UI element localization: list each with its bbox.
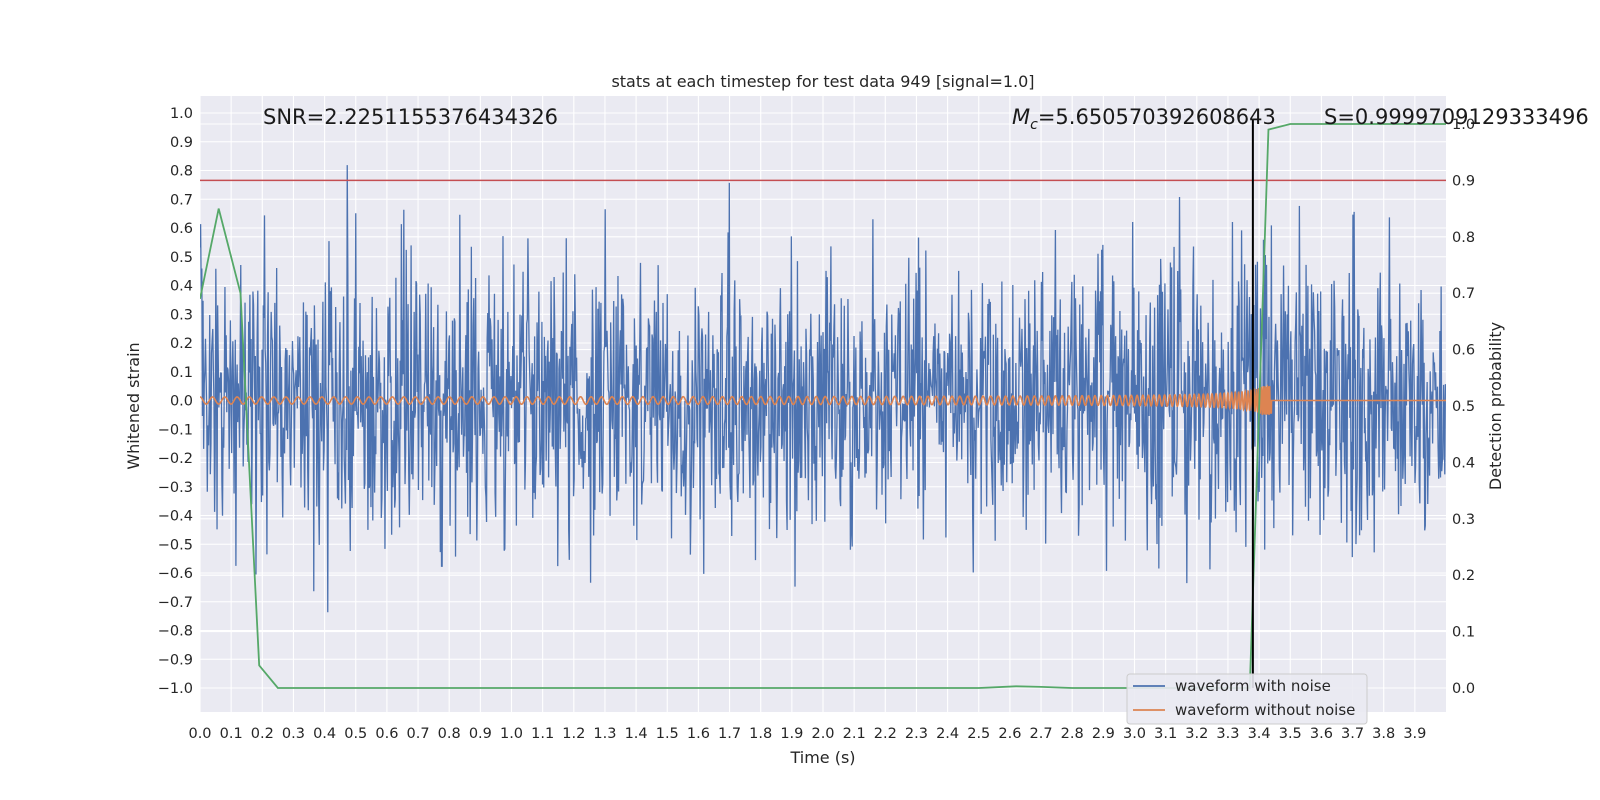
y-tick-label: −0.4 [158,509,193,525]
x-tick-label: 1.9 [780,726,803,742]
y2-tick-label: 0.4 [1452,455,1475,471]
x-tick-label: 3.0 [1123,726,1146,742]
x-tick-label: 2.1 [843,726,866,742]
y-tick-label: 0.8 [170,164,193,180]
x-tick-label: 0.0 [188,726,211,742]
x-tick-label: 1.5 [656,726,679,742]
series-noisy-waveform [200,165,1446,613]
y-tick-label: −0.2 [158,451,193,467]
y-tick-label: −0.3 [158,480,193,496]
x-tick-label: 2.4 [936,726,959,742]
x-tick-label: 1.1 [531,726,554,742]
x-tick-label: 2.7 [1030,726,1053,742]
y-tick-label: 0.5 [170,250,193,266]
chirp-mass-subscript: c [1030,117,1038,133]
y2-tick-label: 0.5 [1452,399,1475,415]
y2-tick-label: 0.6 [1452,343,1475,359]
legend-label-clean: waveform without noise [1175,701,1355,719]
x-tick-label: 0.9 [469,726,492,742]
x-tick-label: 0.5 [344,726,367,742]
y-tick-label: 0.6 [170,221,193,237]
series-layer [200,118,1446,689]
x-tick-label: 0.6 [375,726,398,742]
x-tick-label: 1.8 [749,726,772,742]
x-tick-label: 1.2 [562,726,585,742]
chirp-mass-symbol: M [1012,105,1030,129]
x-tick-label: 2.9 [1092,726,1115,742]
x-axis-label: Time (s) [789,748,855,767]
y2-tick-label: 0.7 [1452,286,1475,302]
detection-score-annotation: S=0.9999709129333496 [1324,105,1589,129]
x-tick-label: 2.2 [874,726,897,742]
chirp-mass-value: =5.650570392608643 [1038,105,1276,129]
x-tick-label: 3.6 [1310,726,1333,742]
x-tick-label: 2.3 [905,726,928,742]
x-tick-labels: 0.0 0.1 0.2 0.3 0.4 0.5 0.6 0.7 0.8 0.9 1.0 1.1 1.2 1… [188,726,1426,742]
x-tick-label: 0.7 [407,726,430,742]
x-tick-label: 1.6 [687,726,710,742]
x-tick-label: 2.5 [967,726,990,742]
y-tick-label: 0.2 [170,336,193,352]
x-tick-label: 3.8 [1372,726,1395,742]
y-tick-label: −0.9 [158,652,193,668]
y2-tick-label: 1.0 [1452,117,1475,133]
y-tick-label: 0.4 [170,279,193,295]
x-tick-label: 0.2 [251,726,274,742]
x-tick-label: 1.0 [500,726,523,742]
x-tick-label: 1.7 [718,726,741,742]
chirp-mass-annotation: Mc=5.650570392608643 [1012,105,1276,133]
y-tick-label: −0.1 [158,422,193,438]
x-tick-label: 2.0 [811,726,834,742]
legend-box [1126,673,1368,725]
legend: waveform with noise waveform without noi… [1126,673,1368,725]
y2-tick-label: 0.3 [1452,512,1475,528]
chart-title: stats at each timestep for test data 949… [611,72,1034,91]
y-tick-labels: 1.0 0.9 0.8 0.7 0.6 0.5 0.4 0.3 0.2 0.1 0.0 −0.1 −0.… [158,106,193,697]
y2-tick-label: 0.2 [1452,568,1475,584]
y2-tick-labels: 1.0 0.9 0.8 0.7 0.6 0.5 0.4 0.3 0.2 0.1 0.0 [1452,117,1475,697]
x-tick-label: 3.7 [1341,726,1364,742]
x-tick-label: 1.3 [593,726,616,742]
y-tick-label: 0.0 [170,394,193,410]
y-tick-label: −0.7 [158,595,193,611]
y-tick-label: −0.6 [158,566,193,582]
y2-axis-label: Detection probability [1486,322,1505,490]
x-tick-label: 3.3 [1216,726,1239,742]
y-tick-label: 1.0 [170,106,193,122]
y-tick-label: −0.8 [158,624,193,640]
x-tick-label: 2.8 [1061,726,1084,742]
series-clean-waveform [200,383,1446,416]
y-tick-label: 0.7 [170,192,193,208]
y-tick-label: 0.3 [170,307,193,323]
y-tick-label: −1.0 [158,681,193,697]
y2-tick-label: 0.8 [1452,230,1475,246]
x-tick-label: 0.4 [313,726,336,742]
x-tick-label: 0.1 [220,726,243,742]
x-tick-label: 3.4 [1248,726,1271,742]
y2-tick-label: 0.0 [1452,681,1475,697]
y2-tick-label: 0.9 [1452,173,1475,189]
x-tick-label: 3.1 [1154,726,1177,742]
y-axis-label: Whitened strain [124,342,143,469]
y-tick-label: 0.1 [170,365,193,381]
legend-label-noise: waveform with noise [1175,677,1331,695]
x-tick-label: 0.3 [282,726,305,742]
x-tick-label: 0.8 [438,726,461,742]
y2-tick-label: 0.1 [1452,625,1475,641]
x-tick-label: 3.2 [1185,726,1208,742]
x-tick-label: 2.6 [998,726,1021,742]
y-tick-label: 0.9 [170,135,193,151]
series-detection-probability [200,123,1446,689]
y-tick-label: −0.5 [158,537,193,553]
x-tick-label: 3.9 [1403,726,1426,742]
x-tick-label: 1.4 [625,726,648,742]
x-tick-label: 3.5 [1279,726,1302,742]
snr-annotation: SNR=2.2251155376434326 [263,105,558,129]
